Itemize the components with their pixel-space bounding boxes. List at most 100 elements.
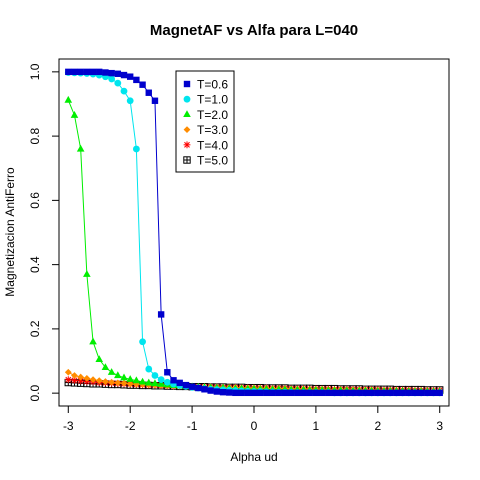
x-tick-label: 0 (251, 419, 258, 433)
legend-item: T=1.0 (183, 93, 228, 107)
data-point (337, 389, 344, 397)
data-point (132, 376, 141, 384)
data-point (157, 379, 165, 387)
data-point (102, 69, 109, 76)
data-point (108, 69, 115, 77)
data-point (226, 389, 233, 396)
data-point (139, 81, 146, 88)
data-point (108, 378, 116, 386)
data-point (132, 145, 140, 153)
legend: T=0.6T=1.0T=2.0T=3.0T=4.0 T=5.0 (175, 70, 235, 173)
data-point (114, 379, 122, 387)
data-point (145, 89, 152, 96)
data-point (393, 389, 400, 397)
data-point (275, 389, 282, 397)
data-point (120, 373, 128, 381)
data-point (89, 68, 97, 76)
x-axis-label: Alpha ud (230, 450, 277, 464)
data-point (163, 378, 171, 386)
legend-label: T=3.0 (197, 123, 228, 137)
data-point (331, 389, 338, 397)
legend-marker (183, 80, 191, 88)
data-point (132, 380, 140, 388)
data-point (164, 369, 171, 376)
data-point (281, 389, 289, 397)
data-point (101, 363, 110, 371)
legend-box (175, 70, 235, 173)
legend-label: T=0.6 (197, 78, 228, 92)
data-point (294, 389, 301, 397)
data-point (96, 68, 103, 76)
y-axis-label: Magnetizacion AntiFerro (3, 167, 17, 297)
x-tick-label: -3 (63, 419, 74, 433)
data-point (71, 68, 78, 76)
data-point (64, 368, 72, 376)
x-tick-label: 3 (436, 419, 443, 433)
data-point (89, 376, 97, 384)
legend-item: T=0.6 (183, 78, 228, 92)
data-point (126, 380, 134, 388)
data-point (411, 389, 419, 397)
data-point (250, 389, 258, 397)
data-point (356, 389, 363, 397)
x-tick-label: -1 (187, 419, 198, 433)
data-point (374, 389, 382, 397)
data-point (126, 375, 134, 382)
x-tick-label: 2 (374, 419, 381, 433)
data-point (318, 389, 326, 397)
data-point (151, 379, 159, 387)
data-point (430, 389, 437, 397)
y-tick-label: 0.4 (28, 256, 42, 273)
legend-marker (183, 156, 191, 164)
legend-item: T=2.0 (183, 108, 228, 122)
chart-title: MagnetAF vs Alfa para L=040 (150, 22, 358, 39)
legend-marker (183, 95, 191, 103)
data-point (64, 376, 72, 384)
data-point (120, 87, 128, 95)
data-point (107, 368, 116, 375)
data-point (207, 387, 214, 394)
data-point (386, 389, 394, 397)
data-point (325, 389, 332, 397)
data-point (145, 365, 153, 373)
data-point (343, 389, 351, 397)
x-tick-label: -2 (125, 419, 136, 433)
data-point (138, 377, 147, 385)
data-point (77, 68, 84, 76)
data-point (195, 384, 202, 392)
data-point (244, 389, 252, 397)
data-point (114, 70, 122, 77)
data-point (126, 73, 134, 80)
data-point (417, 389, 425, 397)
data-point (232, 389, 239, 397)
legend-marker (183, 141, 191, 149)
data-point (362, 389, 369, 397)
data-point (157, 376, 165, 384)
data-point (157, 311, 165, 318)
y-tick-label: 0.6 (28, 192, 42, 209)
data-point (133, 76, 140, 84)
y-axis: 0.0 0.2 0.4 0.6 0.8 1.0 (28, 63, 60, 401)
data-point (102, 378, 109, 385)
data-point (139, 338, 146, 346)
data-point (77, 373, 85, 381)
data-point (287, 389, 295, 397)
legend-item: T=5.0 (183, 154, 228, 168)
data-point (349, 389, 357, 397)
data-point (424, 389, 431, 397)
data-point (76, 144, 85, 152)
legend-label: T=4.0 (197, 138, 228, 152)
data-point (114, 79, 122, 87)
data-point (95, 355, 104, 363)
data-point (405, 389, 412, 397)
data-point (300, 389, 307, 397)
y-tick-label: 0.8 (28, 127, 42, 144)
data-point (201, 386, 208, 393)
data-point (399, 389, 406, 397)
legend-marker (183, 110, 191, 117)
legend-item: T=3.0 (183, 123, 228, 137)
y-tick-label: 1.0 (28, 63, 42, 80)
data-point (176, 379, 183, 387)
